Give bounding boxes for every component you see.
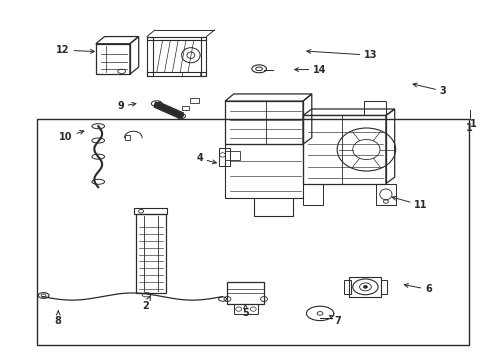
Text: 5: 5 [242,305,248,318]
Bar [37,119,468,345]
Text: 13: 13 [306,49,377,60]
Text: 9: 9 [117,102,136,112]
Text: 4: 4 [196,153,216,164]
Text: 6: 6 [404,284,431,294]
Text: 11: 11 [391,196,427,210]
Text: 1: 1 [469,119,475,129]
Text: 7: 7 [329,315,341,325]
Text: 1: 1 [466,123,472,132]
Text: 10: 10 [59,130,83,142]
Text: 8: 8 [55,311,61,325]
Bar [134,208,167,214]
Bar [136,214,165,293]
Text: 2: 2 [142,296,150,311]
Text: 14: 14 [294,64,325,75]
Text: 12: 12 [56,45,94,55]
Ellipse shape [363,285,366,288]
Bar [182,107,188,110]
Text: 3: 3 [412,83,446,96]
